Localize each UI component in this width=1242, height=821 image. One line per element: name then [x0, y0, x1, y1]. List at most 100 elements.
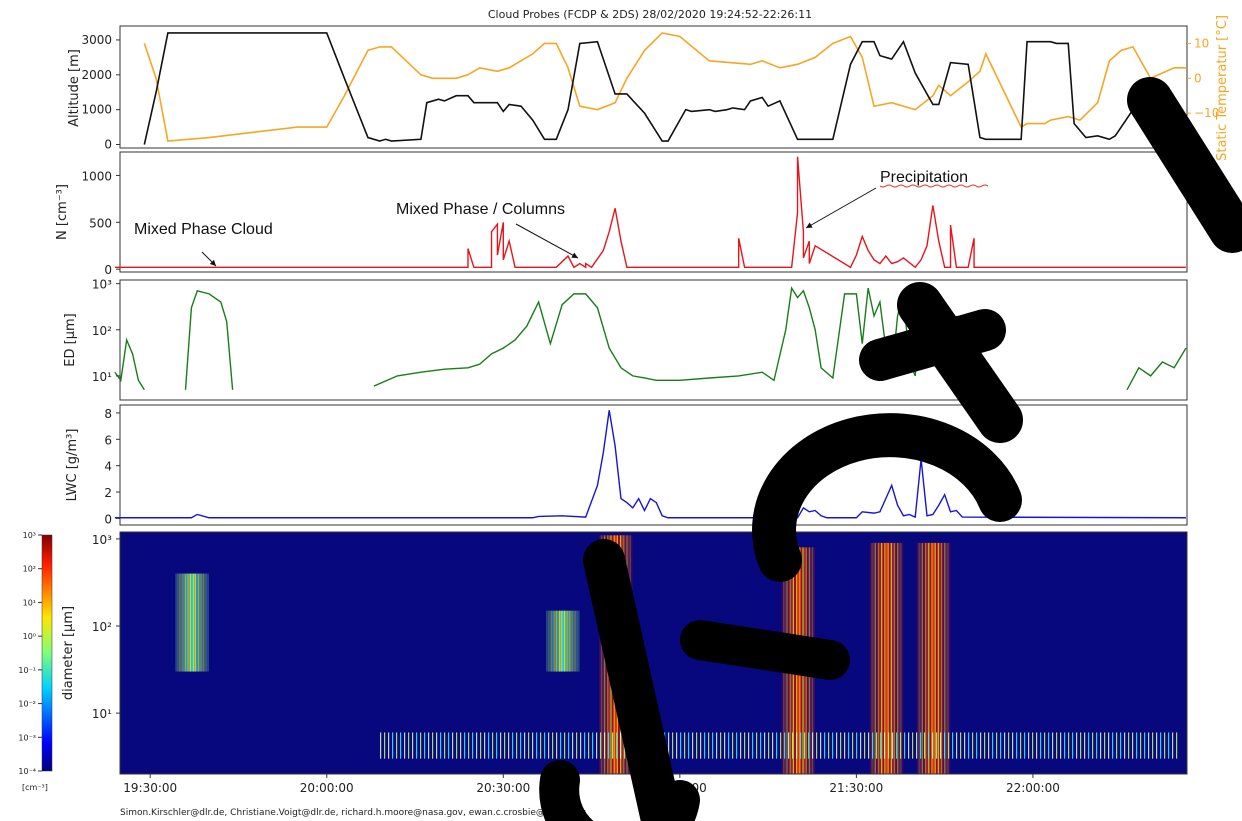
heatmap-cell [864, 732, 866, 759]
heatmap-cell [384, 732, 386, 759]
heatmap-cell [792, 732, 794, 759]
heatmap-cell [939, 542, 941, 774]
heatmap-cell [668, 732, 670, 759]
heatmap-axis-label: diameter [μm] [61, 606, 76, 700]
heatmap-cell [500, 732, 502, 759]
heatmap-cell [204, 573, 206, 672]
heatmap-cell [932, 732, 934, 759]
heatmap-cell [480, 732, 482, 759]
diameter-tick-label: 10³ [92, 278, 112, 292]
diameter-line [114, 337, 145, 391]
heatmap-cell [895, 542, 897, 774]
heatmap-cell [584, 732, 586, 759]
heatmap-cell [1084, 732, 1086, 759]
annotation-mixed-phase-columns: Mixed Phase / Columns [396, 201, 565, 218]
heatmap-cell [202, 573, 205, 672]
heatmap-cell [396, 732, 398, 759]
heatmap-cell [692, 732, 694, 759]
heatmap-cell [1080, 732, 1082, 759]
heatmap-cell [964, 732, 966, 759]
heatmap-cell [916, 542, 919, 774]
heatmap-cell [937, 542, 940, 774]
time-tick-label: 20:00:00 [300, 781, 354, 795]
lwc-tick-label: 2 [104, 486, 112, 500]
heatmap-cell [956, 732, 958, 759]
lwc-tick-label: 4 [104, 460, 112, 474]
time-tick-label: 19:30:00 [123, 781, 177, 795]
heatmap-cell [1076, 732, 1078, 759]
heatmap-cell [876, 542, 878, 774]
heatmap-cell [472, 732, 474, 759]
heatmap-cell [460, 732, 462, 759]
heatmap-cell [968, 732, 970, 759]
altitude-line [143, 32, 1187, 145]
watermark-stroke-6 [680, 620, 850, 680]
heatmap-cell [600, 535, 603, 774]
heatmap-cell [940, 732, 942, 759]
heatmap-cell [576, 610, 578, 672]
heatmap-cell [1024, 732, 1026, 759]
heatmap-cell [555, 610, 558, 672]
heatmap-cell [520, 732, 522, 759]
heatmap-cell [879, 542, 881, 774]
heatmap-cell [1048, 732, 1050, 759]
heatmap-cell [424, 732, 426, 759]
heatmap-cell [832, 732, 834, 759]
watermark-stroke-2 [1127, 77, 1242, 253]
heatmap-cell [612, 732, 614, 759]
heatmap-cell [856, 732, 858, 759]
heatmap-cell [568, 610, 570, 672]
heatmap-cell [918, 542, 920, 774]
heatmap-cell [872, 732, 874, 759]
heatmap-cell [1060, 732, 1062, 759]
heatmap-cell [1104, 732, 1106, 759]
heatmap-cell [199, 573, 201, 672]
heatmap-cell [444, 732, 446, 759]
heatmap-cell [1088, 732, 1090, 759]
heatmap-cell [924, 732, 926, 759]
heatmap-cell [1056, 732, 1058, 759]
colorbar-tick-label: 10⁻⁴ [18, 767, 36, 776]
heatmap-cell [547, 610, 550, 672]
heatmap-cell [578, 610, 580, 672]
heatmap-cell [544, 732, 546, 759]
heatmap-cell [904, 732, 906, 759]
panel-frame-number [119, 151, 1188, 273]
heatmap-cell [676, 732, 678, 759]
heatmap-cell [688, 732, 690, 759]
colorbar-tick-label: 10⁻¹ [18, 666, 36, 675]
heatmap-cell [808, 732, 810, 759]
arrow-precipitation [805, 187, 877, 229]
heatmap-cell [194, 573, 197, 672]
heatmap-cell [436, 732, 438, 759]
heatmap-cell [824, 732, 826, 759]
heatmap-cell [1152, 732, 1154, 759]
watermark-stroke-4 [859, 309, 1006, 381]
heatmap-cell [185, 573, 187, 672]
temperature-line [143, 32, 1186, 142]
heatmap-cell [476, 732, 478, 759]
heatmap-cell [546, 610, 548, 672]
heatmap-cell [744, 732, 746, 759]
heatmap-cell [536, 732, 538, 759]
lwc-line [114, 410, 1186, 519]
number-tick-label: 1000 [81, 169, 112, 183]
heatmap-cell [948, 542, 951, 774]
heatmap-cell [944, 542, 946, 774]
heatmap-cell [400, 732, 402, 759]
heatmap-cell [596, 732, 598, 759]
diameter-tick-label: 10² [92, 324, 112, 338]
heatmap-cell [380, 732, 382, 759]
heatmap-cell [852, 732, 854, 759]
heatmap-cell [728, 732, 730, 759]
heatmap-cell [776, 732, 778, 759]
heatmap-cell [1168, 732, 1170, 759]
heatmap-cell [1040, 732, 1042, 759]
heatmap-cell [860, 732, 862, 759]
heatmap-cell [892, 732, 894, 759]
heatmap-cell [932, 542, 935, 774]
heatmap-cell [191, 573, 193, 672]
heatmap-cell [898, 542, 900, 774]
heatmap-cell [604, 732, 606, 759]
